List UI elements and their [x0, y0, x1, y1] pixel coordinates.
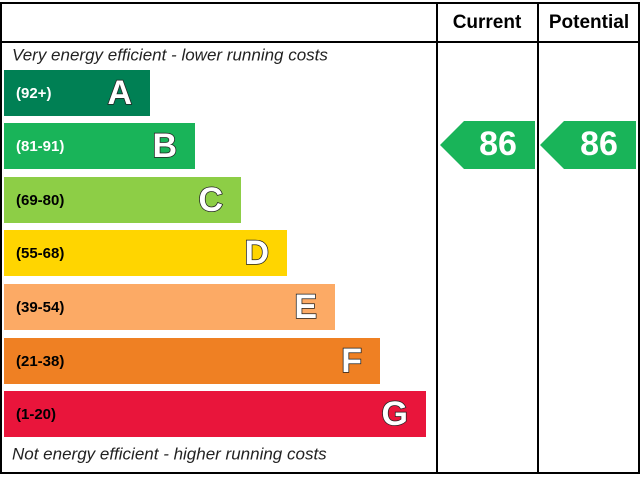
band-letter: E: [294, 288, 317, 326]
band-bar: [4, 284, 335, 330]
band-bar: [4, 177, 241, 223]
band-range: (1-20): [16, 406, 56, 423]
band-letter: C: [198, 181, 223, 219]
band-range: (21-38): [16, 353, 64, 370]
current-arrow: [440, 121, 535, 169]
bottom-note: Not energy efficient - higher running co…: [12, 444, 327, 463]
current-header: Current: [453, 12, 522, 33]
band-bar: [4, 70, 150, 116]
band-bar: [4, 230, 287, 276]
band-range: (92+): [16, 85, 51, 102]
bands: (92+) A (81-91) B (69-80) C (55-68) D (39-54) E (2…: [4, 70, 426, 437]
band-letter: A: [107, 74, 132, 112]
band-letter: D: [244, 234, 269, 272]
potential-score: 86: [580, 125, 618, 163]
band-letter: F: [341, 342, 362, 380]
band-bar: [4, 391, 426, 437]
potential-arrow: [540, 121, 636, 169]
band-bar: [4, 338, 380, 384]
band-range: (81-91): [16, 138, 64, 155]
potential-header: Potential: [549, 12, 629, 33]
band-range: (39-54): [16, 299, 64, 316]
top-note: Very energy efficient - lower running co…: [12, 45, 328, 64]
band-range: (55-68): [16, 245, 64, 262]
current-score: 86: [479, 125, 517, 163]
band-bar: [4, 123, 195, 169]
band-range: (69-80): [16, 192, 64, 209]
band-letter: G: [382, 395, 408, 433]
band-letter: B: [152, 127, 177, 165]
